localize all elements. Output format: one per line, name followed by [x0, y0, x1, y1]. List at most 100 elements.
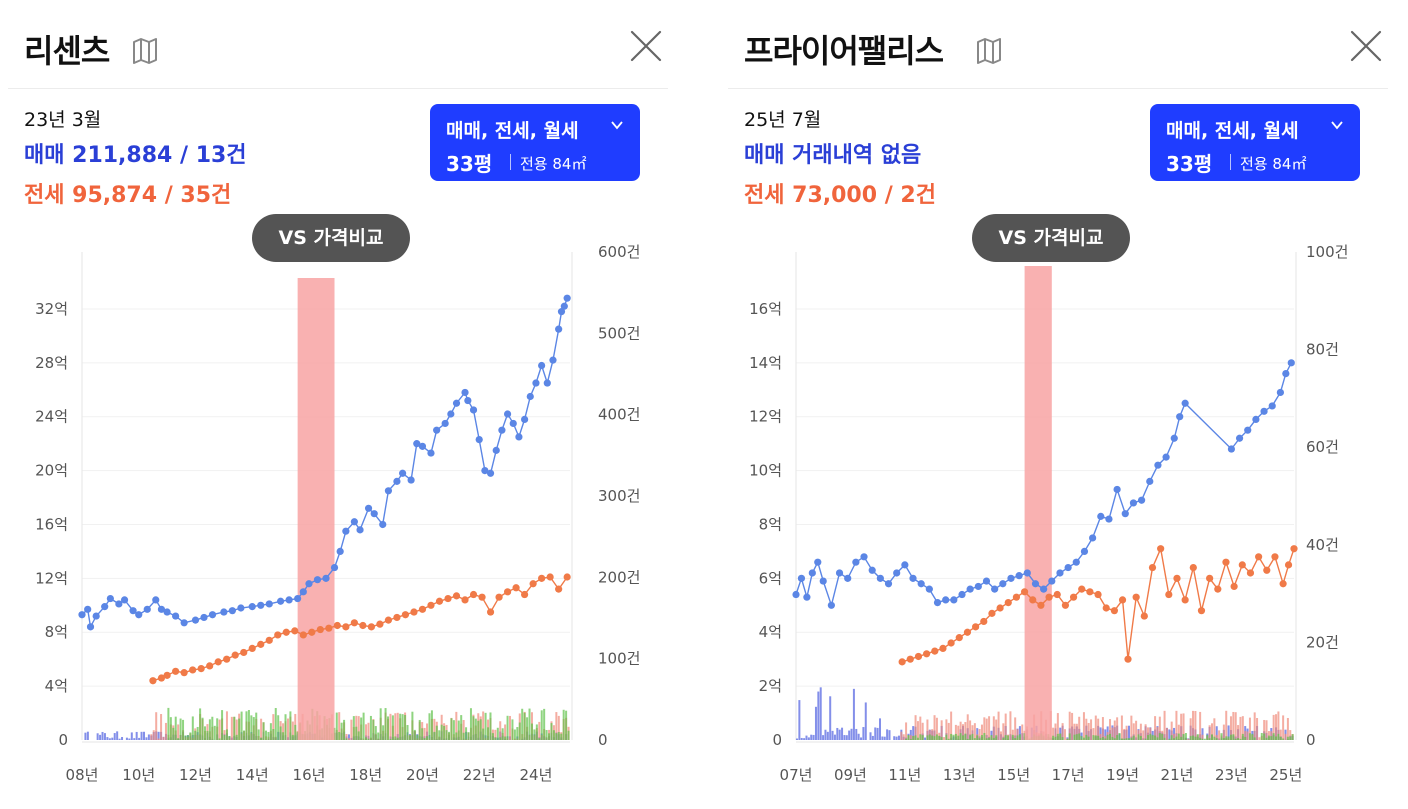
- jeonse-point[interactable]: [265, 636, 273, 644]
- selected-period-highlight[interactable]: [1024, 266, 1052, 740]
- jeonse-point[interactable]: [180, 669, 188, 677]
- sale-point[interactable]: [1031, 580, 1040, 588]
- jeonse-point[interactable]: [157, 674, 166, 682]
- jeonse-point[interactable]: [1263, 566, 1271, 574]
- jeonse-point[interactable]: [1165, 590, 1173, 599]
- sale-point[interactable]: [917, 580, 925, 588]
- sale-point[interactable]: [827, 601, 835, 609]
- sale-point[interactable]: [538, 361, 546, 370]
- sale-point[interactable]: [399, 469, 407, 477]
- sale-point[interactable]: [364, 504, 373, 512]
- jeonse-point[interactable]: [1284, 561, 1293, 569]
- jeonse-point[interactable]: [240, 648, 248, 657]
- jeonse-point[interactable]: [980, 617, 988, 626]
- sale-point[interactable]: [1146, 477, 1154, 485]
- sale-point[interactable]: [792, 590, 800, 599]
- jeonse-point[interactable]: [342, 623, 350, 631]
- sale-point[interactable]: [1276, 388, 1284, 397]
- sale-point[interactable]: [797, 574, 806, 582]
- jeonse-point[interactable]: [248, 644, 256, 653]
- sale-point[interactable]: [322, 574, 330, 582]
- sale-point[interactable]: [336, 547, 344, 556]
- sale-point[interactable]: [498, 426, 506, 434]
- jeonse-point[interactable]: [223, 655, 231, 663]
- sale-point[interactable]: [803, 593, 811, 601]
- sale-point[interactable]: [1121, 510, 1129, 518]
- sale-point[interactable]: [549, 356, 557, 364]
- sale-point[interactable]: [909, 574, 917, 582]
- jeonse-point[interactable]: [410, 608, 418, 616]
- jeonse-point[interactable]: [1206, 574, 1214, 582]
- sale-point[interactable]: [180, 619, 188, 627]
- sale-point[interactable]: [933, 599, 942, 607]
- jeonse-point[interactable]: [435, 597, 444, 605]
- sale-point[interactable]: [982, 577, 991, 585]
- jeonse-point[interactable]: [231, 651, 239, 659]
- sale-point[interactable]: [285, 596, 293, 604]
- sale-point[interactable]: [942, 596, 950, 604]
- sale-point[interactable]: [452, 399, 461, 407]
- jeonse-point[interactable]: [172, 667, 180, 675]
- sale-point[interactable]: [418, 442, 427, 450]
- sale-point[interactable]: [1162, 453, 1170, 461]
- sale-point[interactable]: [469, 406, 478, 414]
- jeonse-point[interactable]: [1255, 553, 1263, 561]
- sale-point[interactable]: [1154, 461, 1162, 469]
- jeonse-point[interactable]: [963, 628, 972, 636]
- sale-point[interactable]: [441, 419, 449, 428]
- jeonse-point[interactable]: [206, 662, 214, 670]
- sale-point[interactable]: [901, 561, 909, 569]
- sale-point[interactable]: [1015, 572, 1023, 580]
- jeonse-point[interactable]: [308, 628, 316, 636]
- jeonse-point[interactable]: [898, 658, 906, 666]
- jeonse-point[interactable]: [1140, 612, 1148, 620]
- jeonse-point[interactable]: [325, 624, 333, 632]
- sale-point[interactable]: [1268, 402, 1276, 410]
- jeonse-point[interactable]: [1004, 599, 1012, 607]
- sale-point[interactable]: [106, 594, 114, 603]
- jeonse-point[interactable]: [427, 601, 435, 609]
- jeonse-point[interactable]: [555, 585, 563, 593]
- jeonse-point[interactable]: [274, 631, 282, 639]
- sale-point[interactable]: [999, 580, 1007, 588]
- jeonse-point[interactable]: [996, 604, 1004, 612]
- jeonse-point[interactable]: [1110, 607, 1118, 615]
- sale-point[interactable]: [384, 487, 393, 495]
- sale-point[interactable]: [157, 605, 166, 613]
- jeonse-point[interactable]: [1230, 582, 1238, 591]
- jeonse-point[interactable]: [452, 592, 461, 600]
- sale-point[interactable]: [925, 585, 933, 593]
- sale-point[interactable]: [237, 604, 245, 612]
- sale-point[interactable]: [521, 415, 529, 423]
- jeonse-point[interactable]: [1086, 588, 1094, 596]
- jeonse-point[interactable]: [1189, 563, 1197, 572]
- jeonse-point[interactable]: [1238, 561, 1246, 569]
- jeonse-point[interactable]: [257, 640, 265, 648]
- sale-point[interactable]: [503, 410, 512, 418]
- sale-point[interactable]: [413, 440, 421, 448]
- sale-point[interactable]: [86, 623, 95, 631]
- jeonse-point[interactable]: [1102, 604, 1110, 612]
- sale-point[interactable]: [515, 433, 523, 441]
- jeonse-point[interactable]: [149, 677, 157, 685]
- jeonse-point[interactable]: [1148, 563, 1157, 572]
- price-chart[interactable]: 0 4억 8억 12억 16억 20억 24억 28억 32억 0 100건 200건 300건 400건…: [8, 0, 668, 809]
- sale-point[interactable]: [481, 466, 489, 475]
- sale-point[interactable]: [433, 426, 441, 434]
- jeonse-point[interactable]: [418, 605, 427, 613]
- sale-point[interactable]: [92, 612, 100, 620]
- sale-point[interactable]: [1048, 577, 1056, 585]
- map-icon[interactable]: [130, 36, 160, 66]
- jeonse-point[interactable]: [1118, 596, 1127, 604]
- sale-point[interactable]: [991, 585, 999, 593]
- sale-point[interactable]: [1138, 496, 1146, 504]
- jeonse-point[interactable]: [1173, 574, 1181, 582]
- sale-point[interactable]: [876, 574, 884, 582]
- jeonse-point[interactable]: [384, 616, 393, 624]
- sale-point[interactable]: [342, 527, 350, 535]
- sale-point[interactable]: [84, 605, 92, 613]
- jeonse-point[interactable]: [401, 611, 410, 619]
- jeonse-point[interactable]: [444, 594, 452, 603]
- jeonse-point[interactable]: [197, 665, 205, 673]
- sale-point[interactable]: [1080, 547, 1089, 556]
